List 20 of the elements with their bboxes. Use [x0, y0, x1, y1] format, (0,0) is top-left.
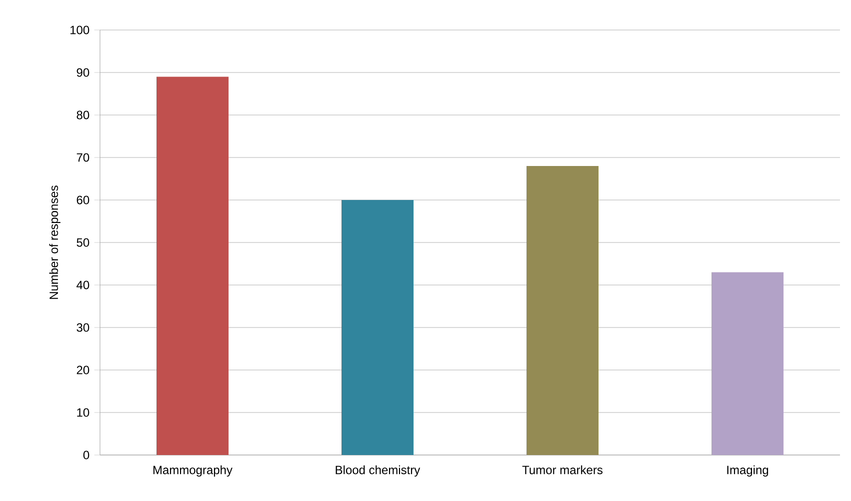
- y-tick-label: 100: [70, 26, 90, 34]
- x-tick-label: Mammography: [153, 465, 232, 477]
- y-tick-label: 20: [76, 366, 90, 374]
- y-tick-label: 50: [76, 238, 90, 247]
- x-tick-label: Blood chemistry: [336, 465, 420, 477]
- x-tick-label: Tumor markers: [522, 465, 602, 474]
- bar: [712, 272, 784, 456]
- y-tick-label: 90: [76, 68, 90, 77]
- x-tick-label: Imaging: [727, 465, 768, 477]
- y-tick-label: 80: [76, 110, 90, 120]
- y-tick-label: 70: [76, 153, 90, 162]
- bar: [342, 200, 414, 456]
- y-axis-title: Number of responses: [49, 186, 60, 299]
- bar: [526, 166, 598, 456]
- bar: [156, 76, 228, 456]
- y-tick-label: 10: [77, 408, 90, 417]
- y-tick-label: 60: [76, 196, 90, 204]
- y-tick-label: 30: [76, 323, 90, 332]
- y-tick-label: 0: [83, 450, 90, 460]
- y-tick-label: 40: [76, 280, 90, 290]
